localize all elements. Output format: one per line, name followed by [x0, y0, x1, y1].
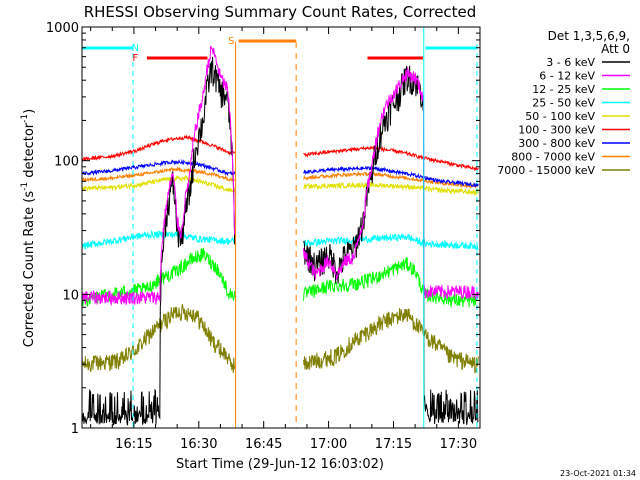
y-tick-label: 1000 [46, 21, 79, 36]
chart-title: RHESSI Observing Summary Count Rates, Co… [84, 3, 477, 21]
legend-title-line-2: Att 0 [601, 42, 630, 56]
footer-timestamp: 23-Oct-2021 01:34 [560, 469, 636, 478]
flag-label-f: F [132, 53, 138, 64]
y-tick-label: 100 [54, 155, 79, 170]
plot-frame [81, 26, 481, 429]
x-tick-label: 16:15 [115, 437, 152, 452]
y-tick-label: 10 [62, 288, 79, 303]
legend-label-8: 7000 - 15000 keV [497, 164, 595, 177]
series-line-7 [82, 166, 479, 189]
legend-label-3: 25 - 50 keV [532, 97, 595, 110]
series-line-4 [82, 174, 479, 196]
series-line-6 [82, 158, 479, 188]
legend-label-4: 50 - 100 keV [525, 110, 595, 123]
legend-label-6: 300 - 800 keV [518, 137, 595, 150]
x-tick-label: 17:30 [440, 437, 477, 452]
y-tick-label: 1 [71, 422, 79, 437]
y-axis-label: Corrected Count Rate (s-1 detector-1) [20, 109, 37, 347]
series-line-3 [82, 229, 479, 251]
series-line-8 [82, 304, 479, 374]
legend-label-5: 100 - 300 keV [518, 124, 595, 137]
legend-label-0: 3 - 6 keV [546, 56, 595, 69]
series-line-2 [82, 248, 479, 308]
legend-title-line-1: Det 1,3,5,6,9, [548, 29, 630, 43]
series-line-1 [82, 45, 479, 307]
series-line-5 [82, 134, 479, 172]
series-group [82, 45, 479, 426]
legend-label-2: 12 - 25 keV [532, 83, 595, 96]
plot-area: NF S [82, 27, 479, 428]
x-axis-label: Start Time (29-Jun-12 16:03:02) [176, 457, 384, 472]
x-tick-label: 16:30 [180, 437, 217, 452]
legend-label-1: 6 - 12 keV [539, 70, 595, 83]
x-tick-label: 17:15 [375, 437, 412, 452]
legend-label-7: 800 - 7000 keV [511, 151, 595, 164]
flag-label-n: N [131, 43, 138, 54]
flag-label-s: S [228, 36, 234, 47]
x-tick-label: 16:45 [245, 437, 282, 452]
y-axis: 1 10 100 1000 [46, 21, 480, 437]
x-tick-label: 17:00 [310, 437, 347, 452]
x-axis: 16:15 16:30 16:45 17:00 17:15 17:30 [90, 27, 481, 452]
